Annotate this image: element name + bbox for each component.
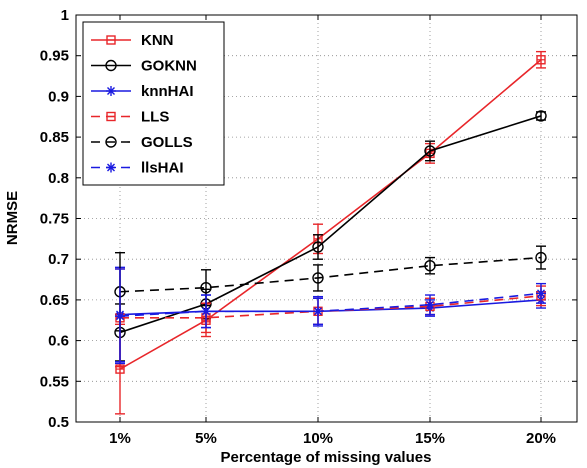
series-knnhai xyxy=(115,266,546,363)
error-bar xyxy=(425,140,435,162)
legend-marker xyxy=(105,136,117,148)
error-bar xyxy=(313,234,323,260)
x-tick-label: 5% xyxy=(195,430,217,447)
legend-entry-knnhai: knnHAI xyxy=(91,83,194,100)
y-tick-label: 0.65 xyxy=(40,292,69,309)
series-line-golls xyxy=(119,256,542,293)
series-lls xyxy=(115,268,546,368)
y-tick-label: 0.5 xyxy=(48,414,69,431)
data-point xyxy=(115,311,125,322)
legend-entry-knn: KNN xyxy=(91,32,174,49)
x-tick-label: 20% xyxy=(526,430,556,447)
series-golls xyxy=(114,245,547,332)
data-point xyxy=(200,281,212,294)
y-tick-label: 0.85 xyxy=(40,129,69,146)
data-point xyxy=(312,241,324,253)
legend-marker xyxy=(105,59,117,72)
legend-label: KNN xyxy=(141,32,174,49)
series-layer xyxy=(114,50,547,415)
data-point xyxy=(536,288,546,299)
error-bar xyxy=(536,245,546,270)
data-point xyxy=(536,55,546,65)
legend-label: knnHAI xyxy=(141,83,194,100)
data-point xyxy=(425,299,435,310)
y-tick-label: 0.7 xyxy=(48,251,69,268)
legend-entry-lls: LLS xyxy=(91,109,169,126)
data-point xyxy=(535,251,547,264)
legend-label: GOKNN xyxy=(141,58,197,75)
x-tick-label: 1% xyxy=(109,430,131,447)
legend-marker xyxy=(106,162,116,173)
y-tick-label: 0.9 xyxy=(48,88,69,105)
x-axis-label: Percentage of missing values xyxy=(221,449,432,466)
error-bar xyxy=(313,264,323,292)
data-point xyxy=(535,110,547,122)
data-point xyxy=(313,306,323,317)
legend-entry-golls: GOLLS xyxy=(91,134,193,151)
x-tick-label: 10% xyxy=(303,430,333,447)
legend-marker xyxy=(106,86,116,96)
legend-marker xyxy=(106,111,116,122)
legend-label: GOLLS xyxy=(141,134,193,151)
series-line-lls xyxy=(120,295,542,319)
y-axis-label: NRMSE xyxy=(4,191,21,245)
data-point xyxy=(201,306,211,317)
legend-label: llsHAI xyxy=(141,160,184,177)
legend-label: LLS xyxy=(141,109,169,126)
legend-marker xyxy=(106,35,116,45)
y-tick-label: 1 xyxy=(61,7,69,24)
y-tick-label: 0.75 xyxy=(40,211,69,228)
y-tick-label: 0.8 xyxy=(48,170,69,187)
legend: KNN GOKNN knnHAI LLS GOLLS llsHAI xyxy=(82,21,225,186)
tick-layer: 0.5 0.55 0.6 0.65 0.7 0.75 0.8 0.85 0.9 0.95 1 1% 5%… xyxy=(40,7,577,447)
x-tick-label: 15% xyxy=(415,430,445,447)
data-point xyxy=(424,260,436,272)
legend-box xyxy=(82,21,225,186)
series-llshai xyxy=(115,268,546,365)
legend-entry-llshai: llsHAI xyxy=(91,160,184,177)
data-point xyxy=(424,145,436,157)
y-tick-label: 0.55 xyxy=(40,373,69,390)
y-tick-label: 0.95 xyxy=(40,48,69,65)
y-tick-label: 0.6 xyxy=(48,333,69,350)
legend-entry-goknn: GOKNN xyxy=(91,58,197,75)
data-point xyxy=(312,272,324,284)
